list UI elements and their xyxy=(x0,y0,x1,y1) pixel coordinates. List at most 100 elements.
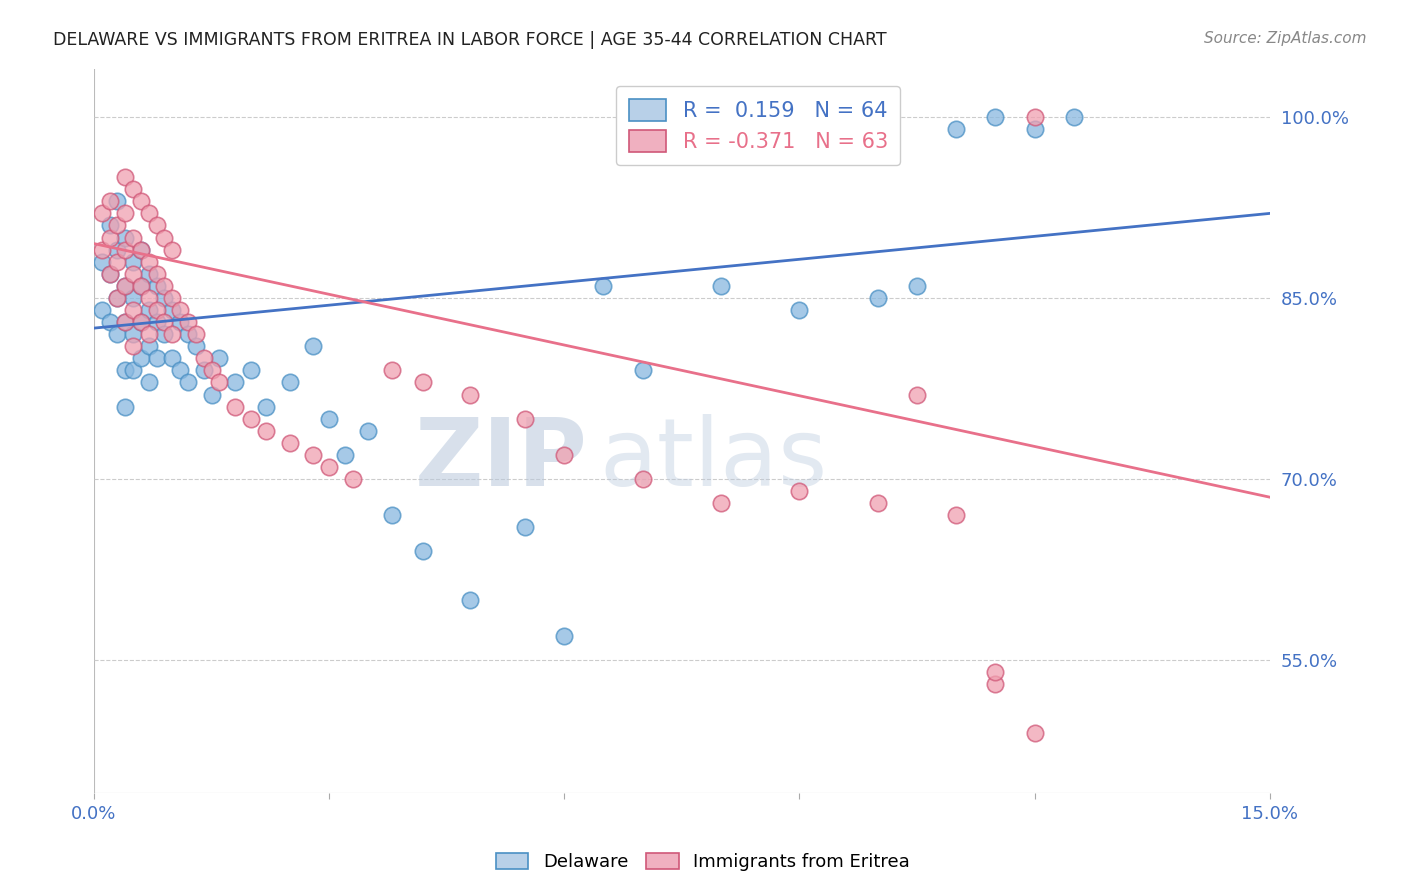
Point xyxy=(162,303,184,318)
Point xyxy=(513,520,536,534)
Point xyxy=(98,315,121,329)
Point xyxy=(145,351,167,366)
Point xyxy=(200,387,222,401)
Point xyxy=(129,243,152,257)
Point xyxy=(458,387,481,401)
Point xyxy=(138,327,160,342)
Point xyxy=(184,327,207,342)
Point xyxy=(254,400,277,414)
Point xyxy=(98,219,121,233)
Point xyxy=(381,508,404,523)
Point xyxy=(513,411,536,425)
Point xyxy=(129,315,152,329)
Point xyxy=(138,339,160,353)
Point xyxy=(177,327,200,342)
Point xyxy=(631,472,654,486)
Point xyxy=(114,278,136,293)
Point xyxy=(122,230,145,244)
Point xyxy=(239,363,262,377)
Point xyxy=(107,243,129,257)
Point xyxy=(318,460,340,475)
Point xyxy=(177,315,200,329)
Point xyxy=(122,339,145,353)
Point xyxy=(162,327,184,342)
Text: DELAWARE VS IMMIGRANTS FROM ERITREA IN LABOR FORCE | AGE 35-44 CORRELATION CHART: DELAWARE VS IMMIGRANTS FROM ERITREA IN L… xyxy=(53,31,887,49)
Point xyxy=(984,665,1007,680)
Point xyxy=(789,303,811,318)
Point xyxy=(114,363,136,377)
Point xyxy=(905,278,928,293)
Point xyxy=(90,206,112,220)
Point xyxy=(122,182,145,196)
Point xyxy=(278,376,301,390)
Point xyxy=(122,363,145,377)
Point xyxy=(107,327,129,342)
Point xyxy=(107,291,129,305)
Point xyxy=(905,387,928,401)
Point xyxy=(1024,121,1046,136)
Point xyxy=(208,351,231,366)
Point xyxy=(153,278,176,293)
Point xyxy=(631,363,654,377)
Point xyxy=(193,351,215,366)
Point xyxy=(224,376,246,390)
Point xyxy=(710,278,733,293)
Point xyxy=(145,278,167,293)
Point xyxy=(114,315,136,329)
Point xyxy=(114,315,136,329)
Point xyxy=(107,194,129,209)
Point xyxy=(153,315,176,329)
Point xyxy=(458,592,481,607)
Point xyxy=(169,363,191,377)
Point xyxy=(302,448,325,462)
Point xyxy=(138,291,160,305)
Point xyxy=(224,400,246,414)
Point xyxy=(412,544,434,558)
Point xyxy=(553,448,575,462)
Point xyxy=(333,448,356,462)
Point xyxy=(866,496,889,510)
Point xyxy=(553,629,575,643)
Point xyxy=(153,230,176,244)
Legend: R =  0.159   N = 64, R = -0.371   N = 63: R = 0.159 N = 64, R = -0.371 N = 63 xyxy=(616,87,900,165)
Point xyxy=(239,411,262,425)
Point xyxy=(114,278,136,293)
Point xyxy=(302,339,325,353)
Point xyxy=(318,411,340,425)
Point xyxy=(945,508,967,523)
Point xyxy=(129,278,152,293)
Point xyxy=(184,339,207,353)
Point xyxy=(98,230,121,244)
Point xyxy=(710,496,733,510)
Point xyxy=(129,243,152,257)
Point xyxy=(169,303,191,318)
Point xyxy=(145,303,167,318)
Point xyxy=(169,315,191,329)
Text: ZIP: ZIP xyxy=(415,414,588,506)
Point xyxy=(129,194,152,209)
Point xyxy=(381,363,404,377)
Text: atlas: atlas xyxy=(599,414,828,506)
Point xyxy=(114,243,136,257)
Point xyxy=(208,376,231,390)
Point xyxy=(98,194,121,209)
Point xyxy=(114,230,136,244)
Point xyxy=(153,291,176,305)
Point xyxy=(122,267,145,281)
Point xyxy=(357,424,380,438)
Point xyxy=(162,243,184,257)
Point xyxy=(107,291,129,305)
Point xyxy=(98,267,121,281)
Point xyxy=(122,303,145,318)
Point xyxy=(162,291,184,305)
Legend: Delaware, Immigrants from Eritrea: Delaware, Immigrants from Eritrea xyxy=(489,846,917,879)
Point xyxy=(866,291,889,305)
Point xyxy=(122,291,145,305)
Point xyxy=(984,677,1007,691)
Point xyxy=(1063,110,1085,124)
Point xyxy=(90,303,112,318)
Point xyxy=(107,219,129,233)
Point xyxy=(138,206,160,220)
Point xyxy=(114,400,136,414)
Point xyxy=(138,254,160,268)
